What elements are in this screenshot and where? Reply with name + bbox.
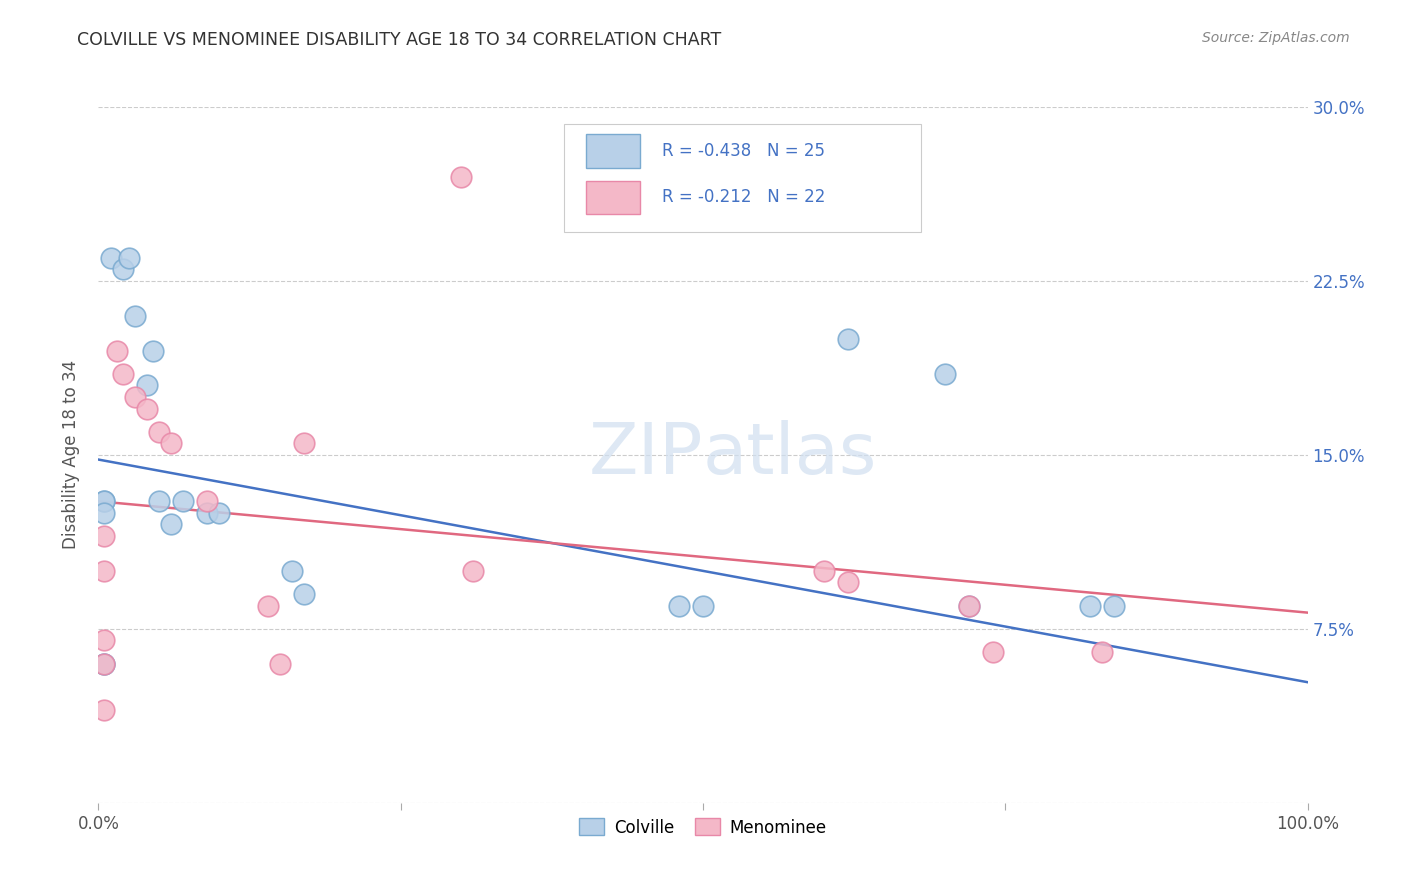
Point	[111, 367, 134, 381]
Point	[208, 506, 231, 520]
Text: COLVILLE VS MENOMINEE DISABILITY AGE 18 TO 34 CORRELATION CHART: COLVILLE VS MENOMINEE DISABILITY AGE 18 …	[77, 31, 721, 49]
Point	[93, 506, 115, 520]
Point	[93, 494, 115, 508]
Point	[934, 367, 956, 381]
Point	[93, 529, 115, 543]
Text: atlas: atlas	[703, 420, 877, 490]
Point	[813, 564, 835, 578]
Point	[292, 587, 315, 601]
Point	[100, 251, 122, 265]
Point	[256, 599, 278, 613]
Point	[172, 494, 194, 508]
Legend: Colville, Menominee: Colville, Menominee	[572, 812, 834, 843]
Point	[93, 703, 115, 717]
FancyBboxPatch shape	[564, 124, 921, 232]
Point	[463, 564, 485, 578]
Bar	[586, 134, 640, 168]
Point	[135, 378, 157, 392]
Point	[160, 517, 183, 532]
Point	[148, 494, 170, 508]
Text: R = -0.212   N = 22: R = -0.212 N = 22	[662, 188, 825, 206]
Point	[93, 657, 115, 671]
Point	[1091, 645, 1114, 659]
Point	[195, 506, 218, 520]
Bar	[586, 181, 640, 214]
Point	[668, 599, 690, 613]
Point	[450, 169, 472, 184]
Point	[292, 436, 315, 450]
Point	[148, 425, 170, 439]
Text: ZIP: ZIP	[589, 420, 703, 490]
Point	[281, 564, 304, 578]
Point	[269, 657, 291, 671]
Text: R = -0.438   N = 25: R = -0.438 N = 25	[662, 142, 825, 160]
Point	[692, 599, 714, 613]
Point	[837, 575, 859, 590]
Point	[195, 494, 218, 508]
Point	[160, 436, 183, 450]
Point	[93, 494, 115, 508]
Point	[105, 343, 128, 358]
Point	[124, 390, 146, 404]
Point	[124, 309, 146, 323]
Point	[837, 332, 859, 346]
Text: Source: ZipAtlas.com: Source: ZipAtlas.com	[1202, 31, 1350, 45]
Y-axis label: Disability Age 18 to 34: Disability Age 18 to 34	[62, 360, 80, 549]
Point	[93, 564, 115, 578]
Point	[118, 251, 141, 265]
Point	[111, 262, 134, 277]
Point	[957, 599, 980, 613]
Point	[1102, 599, 1125, 613]
Point	[135, 401, 157, 416]
Point	[142, 343, 165, 358]
Point	[957, 599, 980, 613]
Point	[1078, 599, 1101, 613]
Point	[981, 645, 1004, 659]
Point	[93, 657, 115, 671]
Point	[93, 657, 115, 671]
Point	[93, 633, 115, 648]
